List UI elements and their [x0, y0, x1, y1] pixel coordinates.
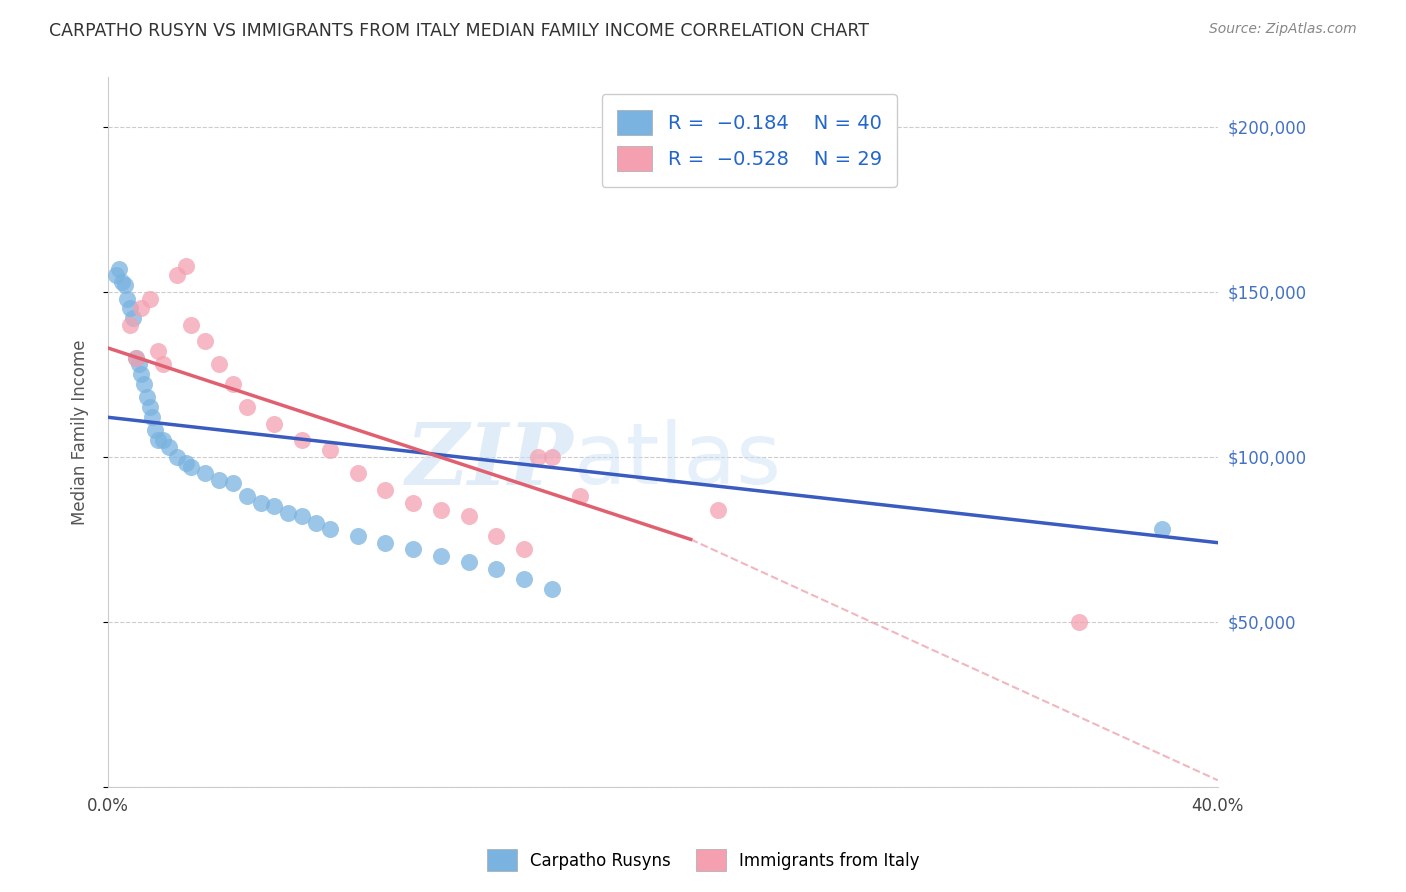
Point: [568, 490, 591, 504]
Point: [249, 496, 271, 510]
Point: [138, 292, 160, 306]
Point: [157, 440, 180, 454]
Point: [166, 450, 188, 464]
Point: [1152, 523, 1174, 537]
Point: [174, 259, 197, 273]
Point: [541, 582, 564, 596]
Point: [430, 502, 453, 516]
Point: [263, 500, 285, 514]
Point: [402, 542, 425, 557]
Point: [152, 434, 174, 448]
Point: [291, 509, 314, 524]
Point: [527, 450, 550, 464]
Point: [129, 368, 152, 382]
Point: [114, 278, 136, 293]
Point: [132, 377, 155, 392]
Legend: Carpatho Rusyns, Immigrants from Italy: Carpatho Rusyns, Immigrants from Italy: [478, 841, 928, 880]
Point: [174, 457, 197, 471]
Point: [1067, 615, 1090, 629]
Point: [402, 496, 425, 510]
Legend: R =  −0.184    N = 40, R =  −0.528    N = 29: R = −0.184 N = 40, R = −0.528 N = 29: [602, 95, 897, 187]
Point: [120, 318, 142, 332]
Point: [277, 506, 299, 520]
Text: atlas: atlas: [574, 419, 782, 502]
Point: [152, 358, 174, 372]
Point: [222, 377, 245, 392]
Point: [235, 490, 257, 504]
Point: [430, 549, 453, 563]
Point: [120, 301, 142, 316]
Y-axis label: Median Family Income: Median Family Income: [72, 339, 89, 524]
Point: [129, 301, 152, 316]
Point: [194, 334, 217, 349]
Point: [485, 562, 508, 576]
Point: [141, 410, 163, 425]
Point: [513, 572, 536, 586]
Point: [135, 391, 157, 405]
Point: [128, 358, 150, 372]
Point: [346, 467, 368, 481]
Point: [263, 417, 285, 431]
Point: [111, 275, 134, 289]
Point: [194, 467, 217, 481]
Point: [105, 268, 128, 283]
Point: [541, 450, 564, 464]
Text: CARPATHO RUSYN VS IMMIGRANTS FROM ITALY MEDIAN FAMILY INCOME CORRELATION CHART: CARPATHO RUSYN VS IMMIGRANTS FROM ITALY …: [49, 22, 869, 40]
Text: ZIP: ZIP: [406, 418, 574, 502]
Point: [374, 535, 396, 549]
Point: [485, 529, 508, 543]
Point: [146, 344, 169, 359]
Point: [319, 523, 342, 537]
Point: [291, 434, 314, 448]
Point: [143, 424, 166, 438]
Point: [108, 261, 131, 276]
Point: [707, 502, 730, 516]
Point: [374, 483, 396, 497]
Point: [125, 351, 148, 365]
Point: [166, 268, 188, 283]
Point: [146, 434, 169, 448]
Point: [117, 292, 139, 306]
Point: [180, 318, 202, 332]
Point: [222, 476, 245, 491]
Point: [305, 516, 328, 530]
Point: [346, 529, 368, 543]
Point: [122, 311, 145, 326]
Point: [235, 401, 257, 415]
Point: [457, 556, 479, 570]
Point: [180, 459, 202, 474]
Point: [208, 358, 231, 372]
Point: [125, 351, 148, 365]
Point: [138, 401, 160, 415]
Point: [208, 473, 231, 487]
Point: [319, 443, 342, 458]
Point: [457, 509, 479, 524]
Text: Source: ZipAtlas.com: Source: ZipAtlas.com: [1209, 22, 1357, 37]
Point: [513, 542, 536, 557]
